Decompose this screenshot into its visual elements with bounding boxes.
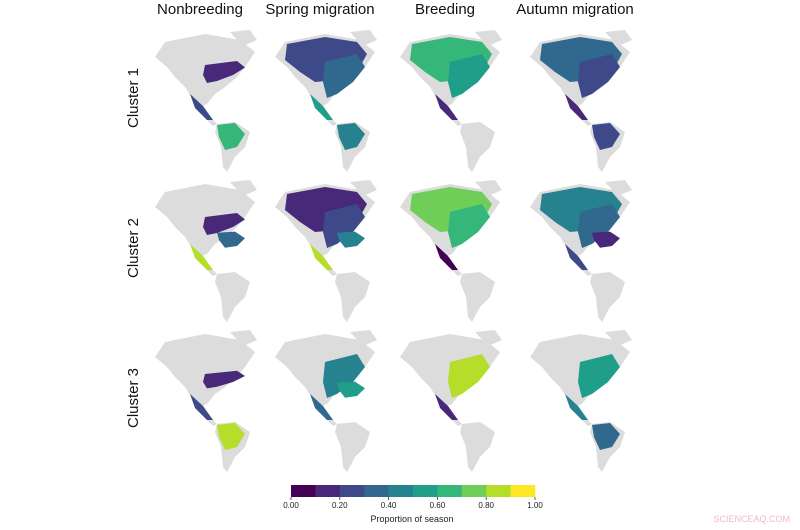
colorbar-label: Proportion of season	[370, 514, 453, 524]
column-titles: Nonbreeding Spring migration Breeding Au…	[157, 1, 634, 18]
colorbar-bin	[437, 485, 463, 497]
colorbar-bin	[339, 485, 365, 497]
map	[400, 180, 502, 322]
map	[530, 30, 632, 172]
map	[275, 180, 377, 322]
column-title: Nonbreeding	[157, 1, 243, 18]
map	[530, 180, 632, 322]
maps	[155, 30, 632, 472]
map	[155, 330, 257, 472]
colorbar-tick-label: 0.00	[283, 501, 299, 510]
row-labels: Cluster 1 Cluster 2 Cluster 3	[125, 68, 142, 428]
row-label: Cluster 3	[125, 368, 142, 428]
colorbar-tick-label: 0.40	[381, 501, 397, 510]
map	[530, 330, 632, 472]
column-title: Spring migration	[265, 1, 374, 18]
colorbar-bin	[291, 485, 316, 497]
map	[155, 180, 257, 322]
colorbar-bin	[364, 485, 389, 497]
row-label: Cluster 2	[125, 218, 142, 278]
colorbar-bin	[315, 485, 341, 497]
colorbar-bin	[461, 485, 487, 497]
colorbar-bin	[413, 485, 438, 497]
colorbar-tick-label: 0.80	[478, 501, 494, 510]
column-title: Breeding	[415, 1, 475, 18]
colorbar: 0.00 0.20 0.40 0.60 0.80 1.00	[283, 485, 543, 510]
map	[400, 330, 502, 472]
column-title: Autumn migration	[516, 1, 634, 18]
map	[400, 30, 502, 172]
watermark: SCIENCEAQ.COM	[713, 514, 790, 524]
colorbar-tick-label: 0.20	[332, 501, 348, 510]
colorbar-bin	[388, 485, 414, 497]
map	[155, 30, 257, 172]
row-label: Cluster 1	[125, 68, 142, 128]
colorbar-bin	[510, 485, 536, 497]
colorbar-tick-label: 0.60	[430, 501, 446, 510]
map	[275, 330, 377, 472]
colorbar-tick-label: 1.00	[527, 501, 543, 510]
map	[275, 30, 377, 172]
colorbar-bin	[486, 485, 511, 497]
